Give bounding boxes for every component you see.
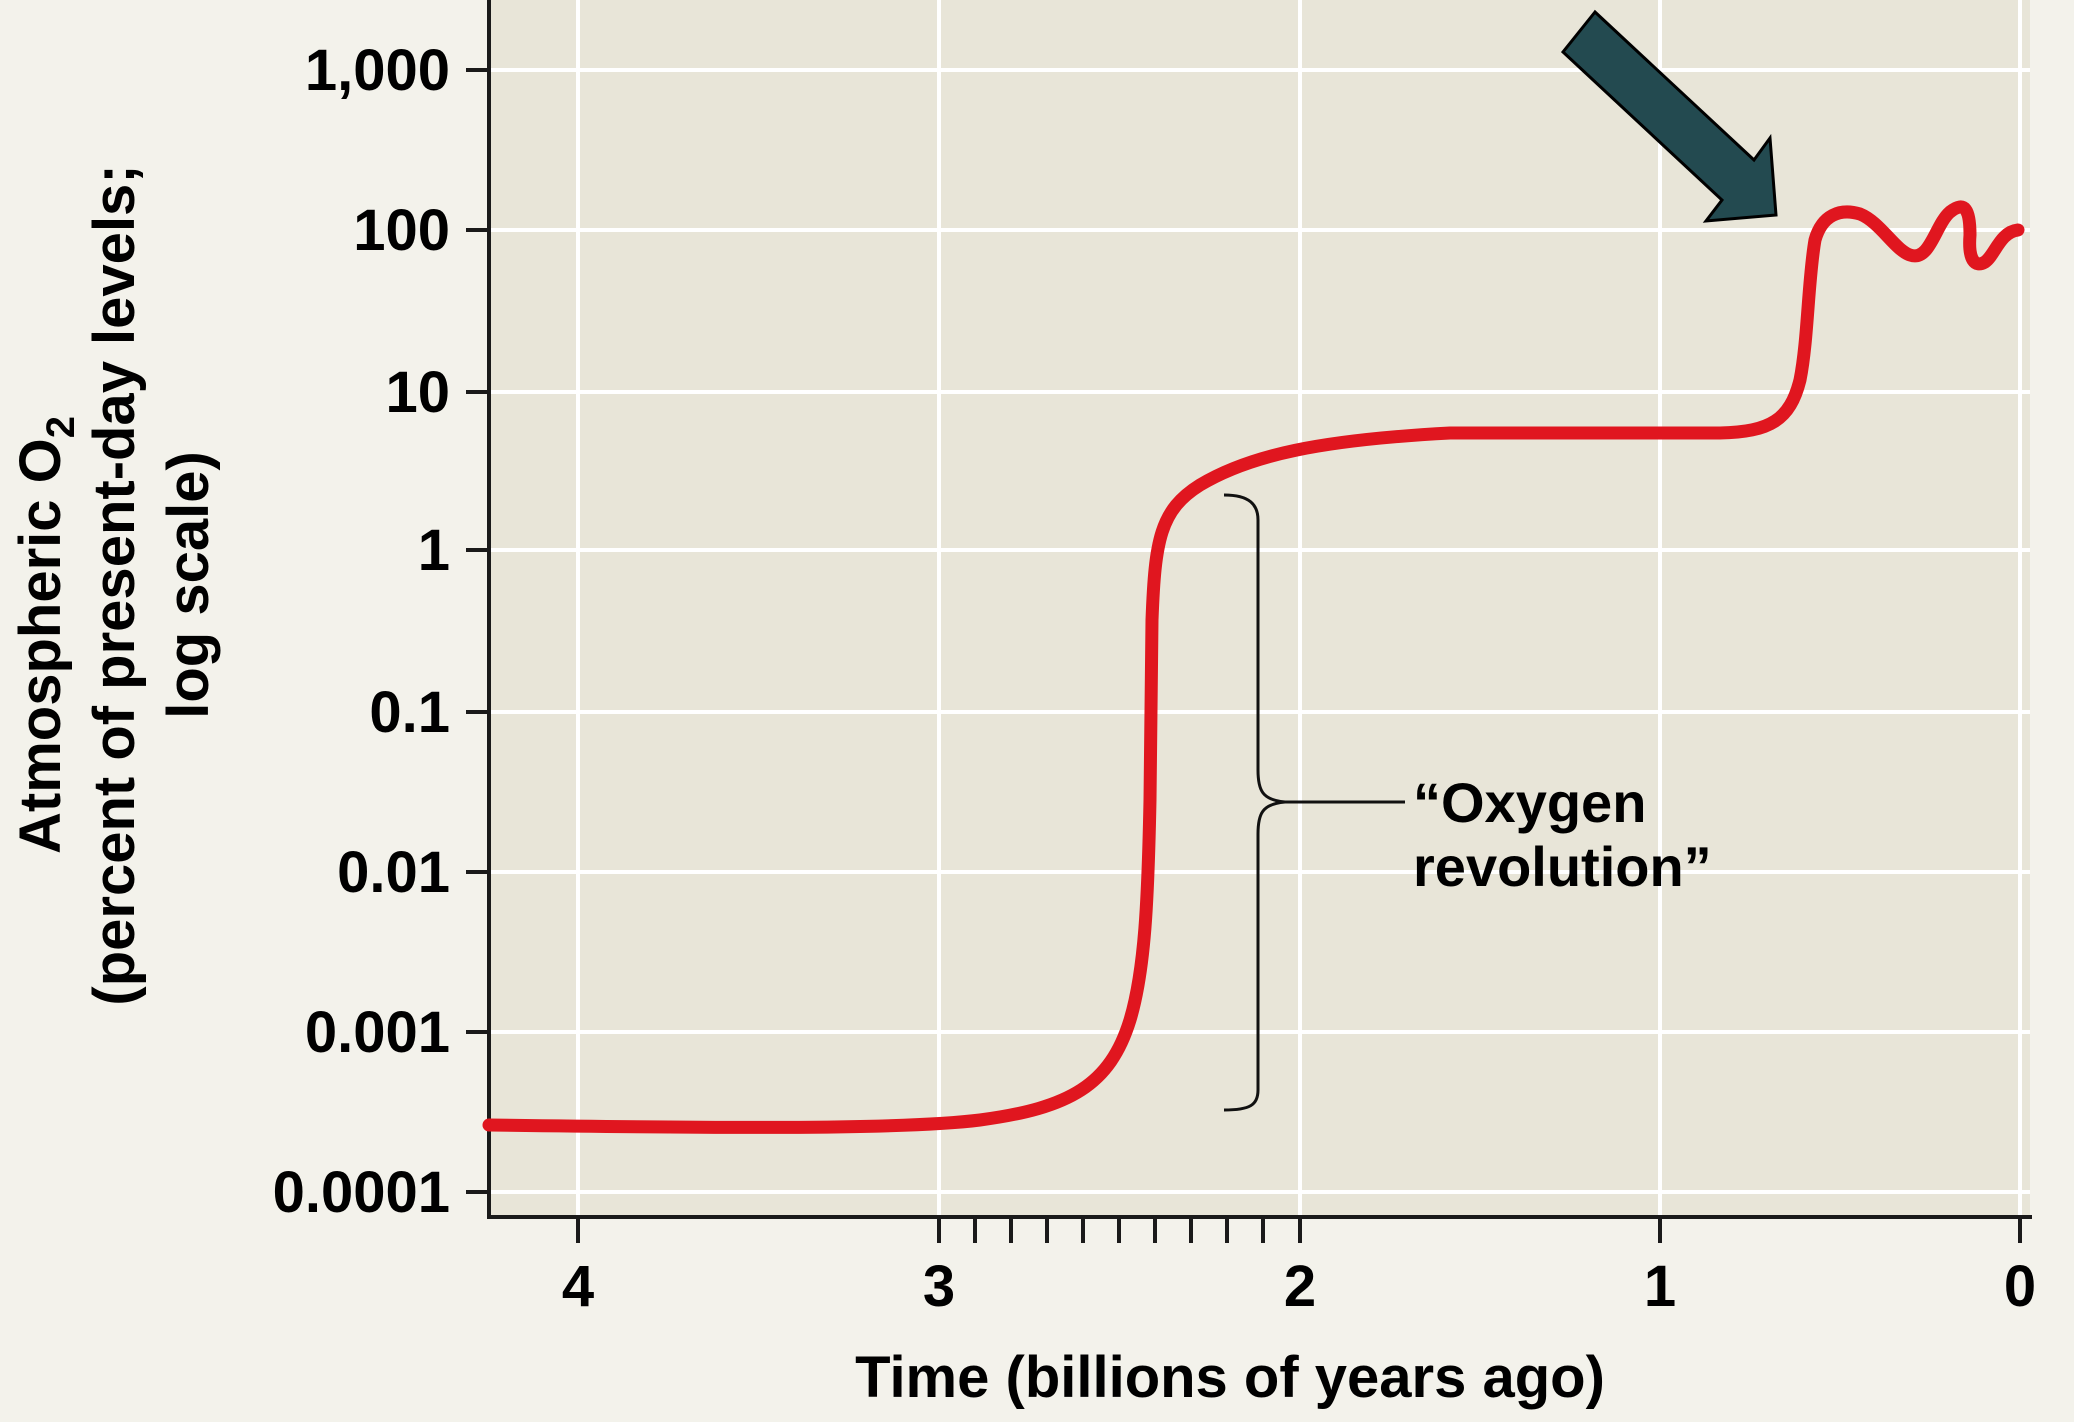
oxygen-revolution-bracket	[1223, 493, 1286, 1112]
x-tick-label: 0	[2004, 1254, 2036, 1319]
axes	[487, 0, 2032, 1219]
y-axis-labels: 1,000 100 10 1 0.1 0.01 0.001 0.0001	[273, 38, 450, 1225]
y-tick-label: 10	[385, 360, 450, 425]
y-tick-label: 100	[353, 198, 450, 263]
x-tick-label: 1	[1644, 1254, 1676, 1319]
oxygen-revolution-label: revolution”	[1413, 835, 1712, 898]
oxygen-revolution-label: “Oxygen	[1413, 771, 1646, 834]
y-axis-title-line2: (percent of present-day levels;	[82, 164, 147, 1005]
y-title-subscript: 2	[39, 416, 83, 438]
oxygen-curve	[482, 200, 2025, 1134]
x-axis-ticks	[576, 1217, 2022, 1243]
y-tick-label: 0.001	[305, 1000, 450, 1065]
x-tick-label: 2	[1284, 1254, 1316, 1319]
x-axis-labels: 4 3 2 1 0	[562, 1254, 2036, 1319]
x-tick-label: 3	[923, 1254, 955, 1319]
y-tick-label: 0.1	[369, 680, 450, 745]
grid-lines	[489, 0, 2030, 1217]
x-axis-title: Time (billions of years ago)	[855, 1345, 1605, 1410]
y-tick-label: 0.01	[337, 840, 450, 905]
y-tick-label: 0.0001	[273, 1160, 450, 1225]
y-axis-title: Atmospheric O2 (percent of present-day l…	[8, 164, 221, 1005]
x-tick-label: 4	[562, 1254, 594, 1319]
y-tick-label: 1,000	[305, 38, 450, 103]
y-axis-title-line3: log scale)	[156, 451, 221, 719]
y-axis-title-line1: Atmospheric O2	[8, 416, 83, 854]
highlight-arrow-icon	[1560, 9, 1778, 223]
y-tick-label: 1	[418, 518, 450, 583]
y-title-main: Atmospheric O	[8, 438, 73, 854]
y-axis-ticks	[466, 68, 489, 1194]
